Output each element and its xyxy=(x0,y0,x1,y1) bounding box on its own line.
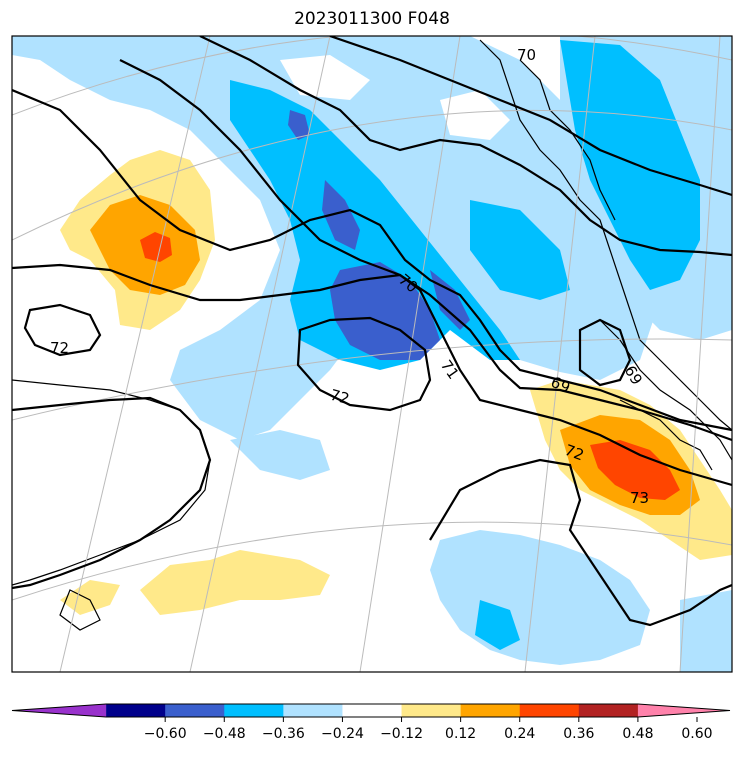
graticule xyxy=(12,36,732,672)
orange-red-shading xyxy=(140,232,680,500)
colorbar-ticks: −0.60 −0.48 −0.36 −0.24 −0.12 0.12 0.24 0.36 0.4… xyxy=(144,717,713,742)
contour-line xyxy=(119,59,732,487)
colorbar-segment xyxy=(401,704,462,717)
colorbar-tick-label: −0.24 xyxy=(321,726,364,742)
colorbar xyxy=(11,703,731,718)
contour-line xyxy=(12,88,732,432)
contour-line xyxy=(578,318,632,387)
colorbar-tick-label: −0.60 xyxy=(144,726,187,742)
contour-line xyxy=(329,36,732,197)
colorbar-segment xyxy=(519,704,580,717)
colorbar-segment xyxy=(460,704,521,717)
colorbar-segment xyxy=(283,704,343,717)
contour-line xyxy=(199,36,732,257)
contour-label: 73 xyxy=(630,489,649,507)
map-title: 2023011300 F048 xyxy=(294,9,450,29)
contour-line xyxy=(429,458,732,627)
colorbar-tick-label: 0.48 xyxy=(622,726,653,742)
colorbar-segment xyxy=(224,704,284,717)
contour-line xyxy=(23,303,102,357)
colorbar-tick-label: −0.48 xyxy=(203,726,246,742)
map-area: 70 70 71 72 72 72 69 69 73 xyxy=(12,36,732,672)
colorbar-tick-label: 0.12 xyxy=(445,726,476,742)
contour-label: 72 xyxy=(328,386,351,408)
map-frame xyxy=(11,35,733,673)
colorbar-tick-label: −0.36 xyxy=(262,726,305,742)
colorbar-segment xyxy=(106,704,166,717)
contour-label: 72 xyxy=(562,441,586,464)
colorbar-tick-label: −0.12 xyxy=(380,726,423,742)
contour-line xyxy=(12,396,212,590)
contours xyxy=(12,36,732,627)
colorbar-segment xyxy=(342,704,403,717)
colorbar-tick-label: 0.60 xyxy=(681,726,712,742)
colorbar-tick-label: 0.24 xyxy=(504,726,535,742)
colorbar-tick-label: 0.36 xyxy=(563,726,594,742)
colorbar-extend-min xyxy=(12,704,107,717)
colorbar-segment xyxy=(578,704,639,717)
contour-line xyxy=(296,316,432,412)
colorbar-segment xyxy=(165,704,225,717)
colorbar-outline xyxy=(11,703,731,718)
colorbar-extend-max xyxy=(637,704,730,717)
contour-label: 70 xyxy=(517,46,536,64)
contour-label: 72 xyxy=(50,339,69,357)
